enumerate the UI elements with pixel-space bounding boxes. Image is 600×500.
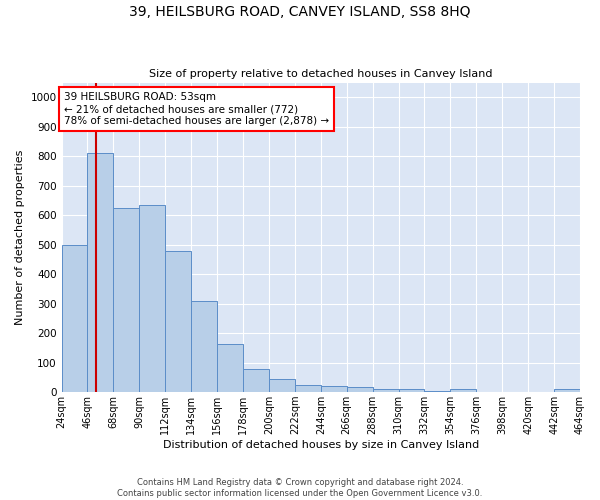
Bar: [113, 208, 139, 392]
Bar: [321, 386, 347, 392]
Bar: [398, 389, 424, 392]
Text: 39 HEILSBURG ROAD: 53sqm
← 21% of detached houses are smaller (772)
78% of semi-: 39 HEILSBURG ROAD: 53sqm ← 21% of detach…: [64, 92, 329, 126]
X-axis label: Distribution of detached houses by size in Canvey Island: Distribution of detached houses by size …: [163, 440, 479, 450]
Bar: [62, 244, 88, 392]
Bar: [451, 389, 476, 392]
Y-axis label: Number of detached properties: Number of detached properties: [15, 150, 25, 325]
Bar: [165, 250, 191, 392]
Text: Contains HM Land Registry data © Crown copyright and database right 2024.
Contai: Contains HM Land Registry data © Crown c…: [118, 478, 482, 498]
Title: Size of property relative to detached houses in Canvey Island: Size of property relative to detached ho…: [149, 69, 493, 79]
Bar: [424, 390, 451, 392]
Bar: [88, 154, 113, 392]
Bar: [191, 301, 217, 392]
Bar: [243, 368, 269, 392]
Bar: [139, 205, 165, 392]
Bar: [554, 389, 580, 392]
Bar: [373, 388, 398, 392]
Bar: [347, 387, 373, 392]
Bar: [217, 344, 243, 392]
Bar: [295, 385, 321, 392]
Text: 39, HEILSBURG ROAD, CANVEY ISLAND, SS8 8HQ: 39, HEILSBURG ROAD, CANVEY ISLAND, SS8 8…: [129, 5, 471, 19]
Bar: [269, 379, 295, 392]
